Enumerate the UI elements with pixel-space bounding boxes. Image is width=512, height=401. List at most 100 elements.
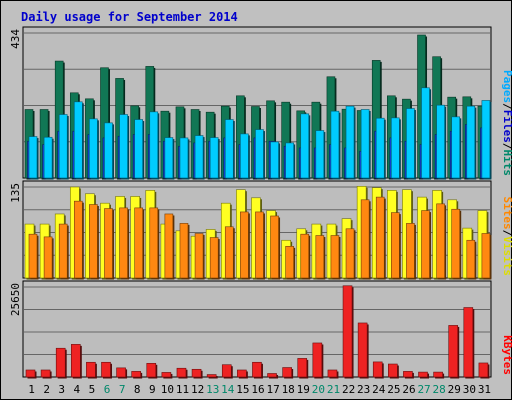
bar-pages-day-15: [240, 133, 250, 180]
panel-visits: 135 Sites/Visits: [9, 180, 512, 280]
bar-sites-day-25: [391, 212, 401, 280]
bar-sites-day-6: [104, 208, 114, 280]
legend-visits: Sites/Visits: [501, 197, 512, 277]
day-label-24: 24: [372, 383, 386, 396]
day-label-22: 22: [342, 383, 355, 396]
bar-sites-day-18: [285, 246, 296, 280]
bar-sites-day-30: [466, 239, 477, 280]
legend-item-pages: Pages: [501, 70, 512, 103]
bar-pages-day-3: [58, 114, 69, 180]
bar-kbytes-day-10: [161, 372, 173, 379]
day-label-4: 4: [74, 383, 81, 396]
legend-hits: Pages/Files/Hits: [501, 70, 512, 176]
day-label-11: 11: [176, 383, 189, 396]
bar-pages-day-1: [28, 136, 39, 180]
bar-kbytes-day-22: [342, 285, 354, 379]
day-label-29: 29: [448, 383, 461, 396]
bar-kbytes-day-3: [55, 347, 67, 379]
bar-pages-day-19: [300, 113, 311, 180]
bar-sites-day-14: [224, 226, 235, 280]
bar-pages-day-25: [391, 117, 401, 180]
bar-sites-day-26: [406, 223, 416, 280]
legend-item-sites: Sites: [501, 197, 512, 230]
legend-item-files: Files: [501, 110, 512, 143]
bar-pages-day-11: [179, 137, 190, 180]
bar-sites-day-22: [345, 228, 356, 280]
bar-pages-day-17: [270, 141, 281, 180]
grid-lines-kbytes: [24, 286, 490, 355]
bar-pages-day-31: [481, 100, 492, 180]
legend-separator: /: [501, 103, 512, 110]
day-label-25: 25: [387, 383, 400, 396]
bar-kbytes-day-6: [101, 361, 112, 379]
bar-sites-day-23: [360, 199, 371, 280]
day-label-2: 2: [43, 383, 50, 396]
bar-kbytes-day-20: [312, 342, 324, 379]
day-labels: 1 2 3 4 5 6 7 8 9 10 11 12 13 14 15 16 17 18 19 20 21 22 23 24 2…: [28, 383, 491, 396]
bar-kbytes-day-13: [206, 374, 218, 379]
bar-pages-day-23: [360, 109, 371, 180]
bar-kbytes-day-31: [478, 362, 490, 379]
day-label-18: 18: [282, 383, 295, 396]
bar-kbytes-day-16: [252, 361, 263, 379]
bar-kbytes-day-12: [191, 368, 203, 379]
day-label-19: 19: [297, 383, 310, 396]
day-label-28: 28: [433, 383, 446, 396]
day-label-10: 10: [161, 383, 174, 396]
bar-kbytes-day-23: [357, 322, 369, 379]
day-label-9: 9: [149, 383, 156, 396]
chart-panels: 434Pages/Files/Hits135Sites/Visits25650K…: [9, 26, 512, 379]
bar-pages-day-13: [209, 137, 220, 180]
bar-kbytes-day-25: [388, 363, 399, 379]
legend-separator: /: [501, 230, 512, 237]
bar-sites-day-2: [43, 236, 54, 280]
bar-kbytes-day-9: [146, 363, 158, 379]
day-label-6: 6: [104, 383, 111, 396]
bar-sites-day-31: [481, 233, 492, 280]
panel-kbytes: 25650 KBytes: [9, 280, 512, 379]
bar-sites-day-7: [119, 207, 130, 280]
legend-item-visits: Visits: [501, 236, 512, 276]
bar-pages-day-20: [315, 130, 326, 180]
bar-kbytes-day-26: [403, 371, 414, 379]
bar-sites-day-21: [330, 235, 341, 280]
bar-pages-day-24: [375, 117, 386, 180]
bar-sites-day-28: [436, 203, 447, 280]
bar-pages-day-8: [134, 119, 145, 180]
legend-kbytes: KBytes: [501, 335, 512, 375]
bar-kbytes-day-21: [327, 369, 339, 379]
day-label-17: 17: [266, 383, 279, 396]
series-pages: [28, 87, 492, 180]
bar-sites-day-16: [255, 211, 265, 280]
day-label-3: 3: [58, 383, 65, 396]
legend-item-kbytes: KBytes: [501, 335, 512, 375]
bar-kbytes-day-8: [131, 371, 143, 379]
day-label-21: 21: [327, 383, 340, 396]
day-label-7: 7: [119, 383, 126, 396]
day-label-1: 1: [28, 383, 35, 396]
bar-pages-day-12: [194, 135, 205, 180]
day-label-15: 15: [236, 383, 249, 396]
series-sites: [28, 196, 492, 280]
day-label-12: 12: [191, 383, 204, 396]
day-label-26: 26: [402, 383, 415, 396]
bar-pages-day-5: [89, 118, 99, 180]
day-label-13: 13: [206, 383, 219, 396]
day-label-30: 30: [463, 383, 476, 396]
y-max-label-visits: 135: [9, 183, 22, 203]
series-kbytes: [25, 285, 490, 379]
bar-sites-day-12: [194, 233, 205, 280]
bar-kbytes-day-29: [448, 325, 460, 379]
bar-sites-day-29: [451, 208, 462, 280]
bar-kbytes-day-28: [433, 371, 445, 379]
day-label-5: 5: [89, 383, 96, 396]
day-label-20: 20: [312, 383, 325, 396]
day-label-23: 23: [357, 383, 370, 396]
bar-kbytes-day-7: [116, 367, 128, 379]
bar-sites-day-19: [300, 233, 311, 280]
bar-sites-day-24: [375, 196, 386, 280]
bar-pages-day-14: [224, 119, 235, 180]
bar-sites-day-4: [73, 200, 84, 280]
bar-sites-day-27: [421, 210, 432, 280]
